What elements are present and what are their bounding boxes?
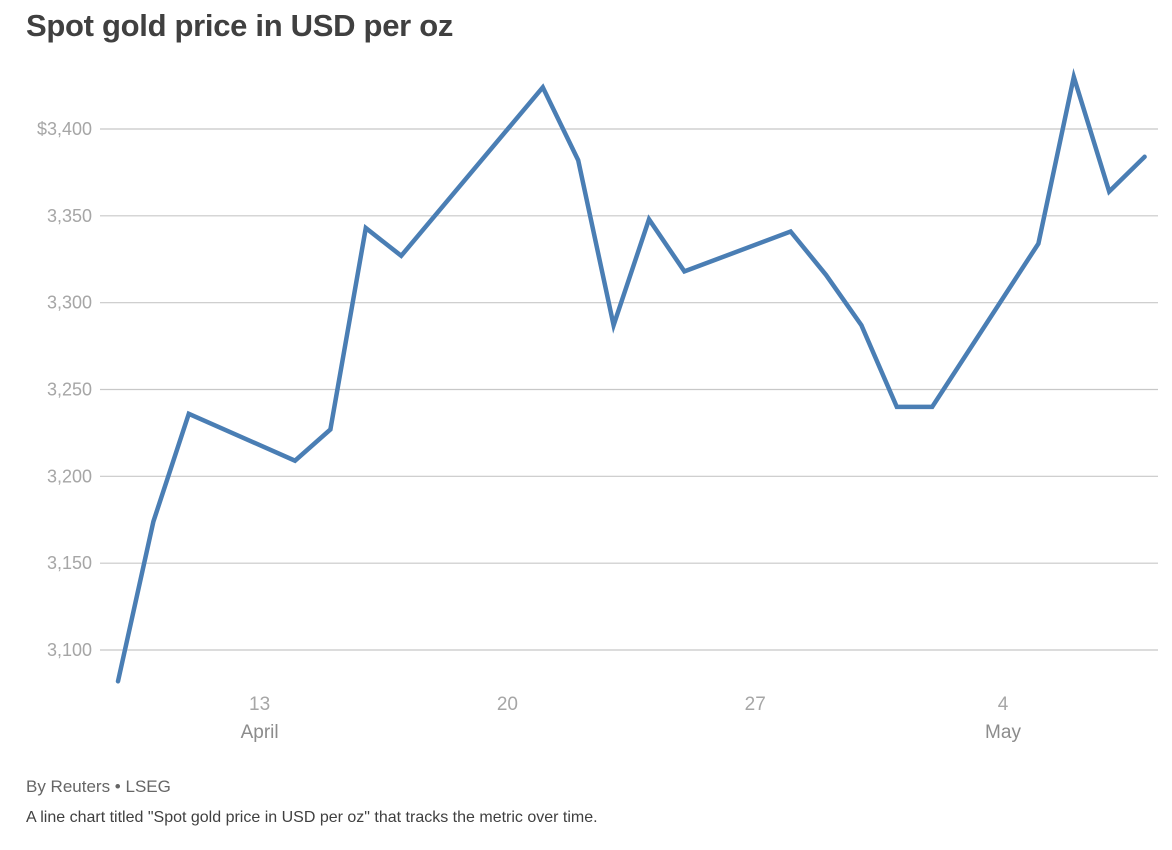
x-tick-label: 27 (745, 694, 766, 715)
x-month-label: April (241, 722, 279, 743)
y-axis-ticks: 3,100 3,150 3,200 3,250 3,300 3,350 $3,400 (37, 119, 92, 660)
x-tick-label: 13 (249, 694, 270, 715)
gridlines (100, 128, 1158, 651)
series-line-0 (115, 67, 1147, 684)
y-tick-label: 3,300 (47, 293, 92, 313)
x-month-label: May (985, 722, 1021, 743)
y-tick-label: 3,250 (47, 380, 92, 400)
line-chart: 3,100 3,150 3,200 3,250 3,300 3,350 $3,400 13 A… (37, 67, 1158, 743)
y-tick-label: $3,400 (37, 119, 92, 139)
series-group (115, 67, 1147, 684)
byline: By Reuters • LSEG (26, 777, 171, 796)
chart-title: Spot gold price in USD per oz (26, 8, 454, 43)
y-tick-label: 3,200 (47, 466, 92, 486)
y-tick-label: 3,150 (47, 553, 92, 573)
y-tick-label: 3,350 (47, 206, 92, 226)
x-tick-label: 20 (497, 694, 518, 715)
x-tick-label: 4 (998, 694, 1009, 715)
y-tick-label: 3,100 (47, 640, 92, 660)
x-axis-ticks: 13 April 20 27 4 May (241, 694, 1022, 743)
chart-caption: A line chart titled "Spot gold price in … (26, 809, 598, 826)
